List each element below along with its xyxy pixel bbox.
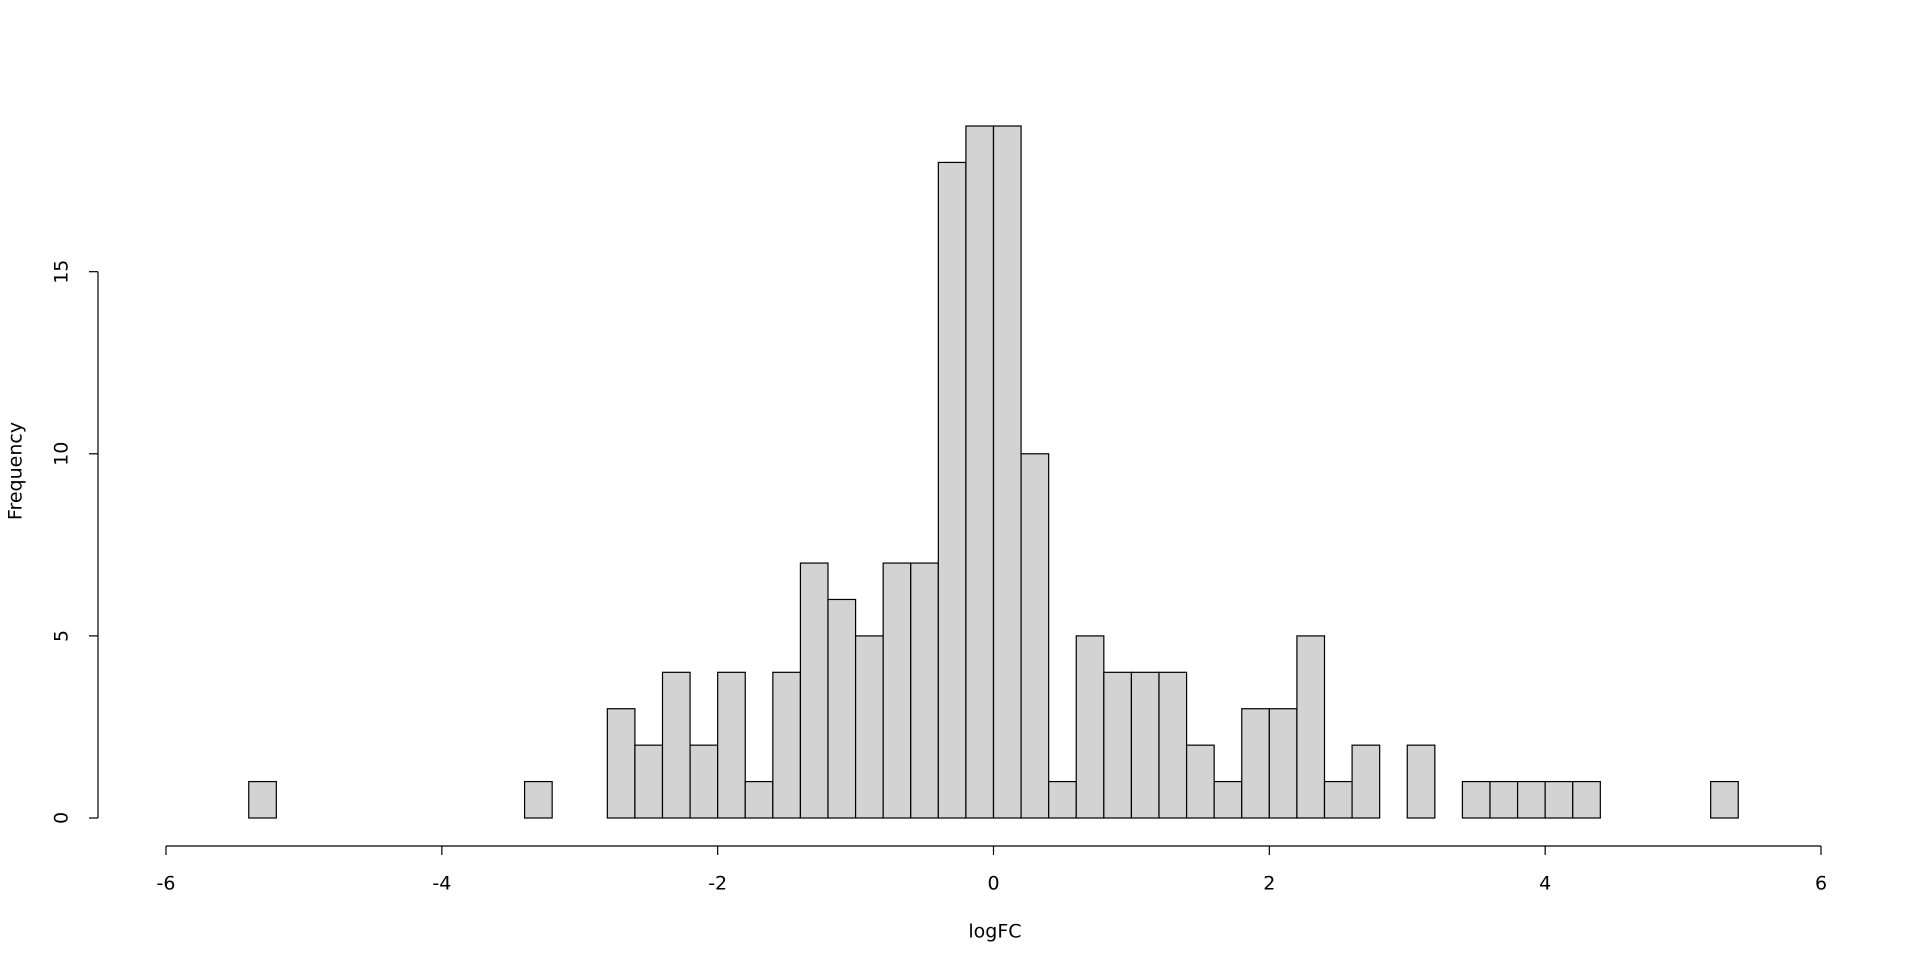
y-tick-label: 10 — [51, 442, 73, 466]
bar — [1323, 780, 1353, 819]
bar — [689, 744, 719, 819]
bar — [1544, 780, 1574, 819]
bar — [1158, 671, 1188, 819]
bar — [1130, 671, 1160, 819]
bar — [827, 598, 857, 819]
y-axis-label: Frequency — [5, 422, 27, 520]
bar — [1461, 780, 1491, 819]
x-axis-label: logFC — [968, 921, 1021, 943]
bar — [1489, 780, 1519, 819]
bar — [1572, 780, 1601, 819]
x-tick-label: -6 — [157, 873, 176, 895]
bar — [910, 562, 939, 819]
y-tick-label: 15 — [51, 260, 73, 284]
x-tick-label: 4 — [1539, 873, 1551, 895]
bar — [1103, 671, 1133, 819]
bar — [717, 671, 746, 819]
y-tick-label: 5 — [51, 630, 73, 642]
bar — [1268, 708, 1298, 819]
bar — [1185, 744, 1215, 819]
x-tick-label: 6 — [1815, 873, 1827, 895]
x-tick-label: 2 — [1263, 873, 1275, 895]
x-tick-label: 0 — [987, 873, 999, 895]
bar — [799, 562, 829, 819]
bar — [1075, 635, 1105, 819]
bar — [854, 635, 884, 819]
bar — [1351, 744, 1381, 819]
bar — [1241, 708, 1270, 819]
bar — [661, 671, 691, 819]
bar — [1710, 780, 1739, 819]
bar — [937, 161, 967, 819]
bar — [1020, 453, 1050, 819]
x-tick-label: -2 — [708, 873, 727, 895]
y-tick-label: 0 — [51, 812, 73, 824]
bar — [882, 562, 912, 819]
bar — [1048, 780, 1077, 819]
bar — [634, 744, 664, 819]
bar — [992, 125, 1022, 819]
bar — [248, 780, 277, 819]
bar — [523, 780, 553, 819]
bar — [1406, 744, 1436, 819]
bar — [1213, 780, 1243, 819]
x-tick-label: -4 — [432, 873, 451, 895]
bar — [1296, 635, 1326, 819]
bar — [606, 708, 636, 819]
bar — [1516, 780, 1546, 819]
bar — [772, 671, 802, 819]
bar — [744, 780, 774, 819]
bar — [965, 125, 995, 819]
